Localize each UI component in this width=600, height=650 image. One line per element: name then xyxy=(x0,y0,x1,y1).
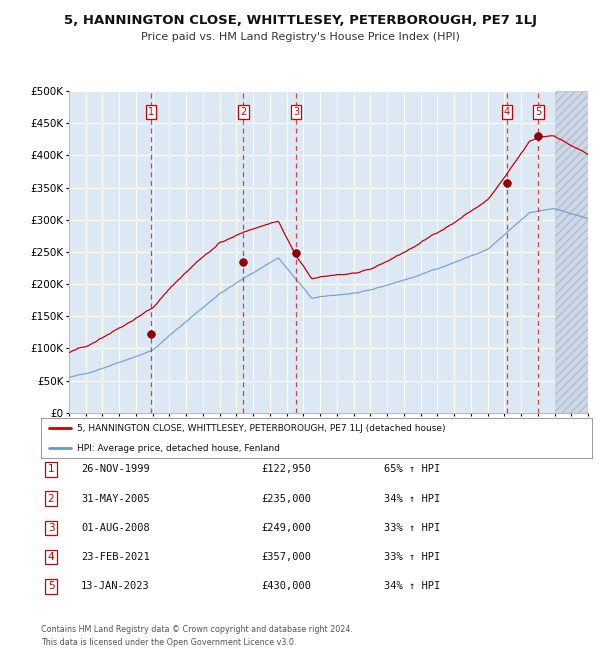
Text: Contains HM Land Registry data © Crown copyright and database right 2024.
This d: Contains HM Land Registry data © Crown c… xyxy=(41,625,353,647)
Text: 01-AUG-2008: 01-AUG-2008 xyxy=(81,523,150,533)
Text: 5, HANNINGTON CLOSE, WHITTLESEY, PETERBOROUGH, PE7 1LJ (detached house): 5, HANNINGTON CLOSE, WHITTLESEY, PETERBO… xyxy=(77,424,445,432)
Text: 3: 3 xyxy=(293,107,299,116)
Text: 33% ↑ HPI: 33% ↑ HPI xyxy=(384,523,440,533)
Text: 4: 4 xyxy=(47,552,55,562)
Text: 34% ↑ HPI: 34% ↑ HPI xyxy=(384,581,440,592)
Text: 26-NOV-1999: 26-NOV-1999 xyxy=(81,464,150,474)
Text: £249,000: £249,000 xyxy=(261,523,311,533)
Text: Price paid vs. HM Land Registry's House Price Index (HPI): Price paid vs. HM Land Registry's House … xyxy=(140,32,460,42)
Text: 31-MAY-2005: 31-MAY-2005 xyxy=(81,493,150,504)
Text: 34% ↑ HPI: 34% ↑ HPI xyxy=(384,493,440,504)
Text: 5, HANNINGTON CLOSE, WHITTLESEY, PETERBOROUGH, PE7 1LJ: 5, HANNINGTON CLOSE, WHITTLESEY, PETERBO… xyxy=(64,14,536,27)
Text: 33% ↑ HPI: 33% ↑ HPI xyxy=(384,552,440,562)
Text: 5: 5 xyxy=(47,581,55,592)
Text: 65% ↑ HPI: 65% ↑ HPI xyxy=(384,464,440,474)
Text: 4: 4 xyxy=(504,107,510,116)
Text: £357,000: £357,000 xyxy=(261,552,311,562)
Text: 13-JAN-2023: 13-JAN-2023 xyxy=(81,581,150,592)
Text: £235,000: £235,000 xyxy=(261,493,311,504)
Text: 1: 1 xyxy=(148,107,154,116)
Text: £430,000: £430,000 xyxy=(261,581,311,592)
Text: 2: 2 xyxy=(47,493,55,504)
Text: £122,950: £122,950 xyxy=(261,464,311,474)
Bar xyxy=(554,91,588,413)
Text: 3: 3 xyxy=(47,523,55,533)
Text: 23-FEB-2021: 23-FEB-2021 xyxy=(81,552,150,562)
Text: HPI: Average price, detached house, Fenland: HPI: Average price, detached house, Fenl… xyxy=(77,444,280,452)
Text: 2: 2 xyxy=(241,107,247,116)
Text: 5: 5 xyxy=(535,107,542,116)
Text: 1: 1 xyxy=(47,464,55,474)
